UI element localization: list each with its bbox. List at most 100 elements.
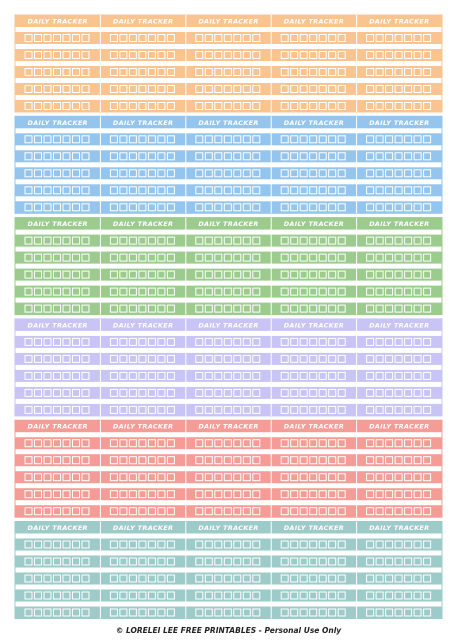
checkbox (385, 337, 394, 346)
checkbox (423, 540, 432, 549)
checkbox (413, 439, 422, 448)
checkbox (375, 608, 384, 617)
checkbox (242, 354, 251, 363)
checkbox (157, 591, 166, 600)
checkbox (394, 270, 403, 279)
checkbox (252, 473, 261, 482)
checkbox (157, 270, 166, 279)
checkbox (43, 152, 52, 161)
checkbox (233, 405, 242, 414)
checkbox (318, 34, 327, 42)
checkbox (214, 236, 223, 245)
checkbox (223, 439, 232, 448)
checkbox (252, 253, 261, 262)
checkbox (53, 169, 61, 178)
checkbox (242, 337, 251, 346)
tracker-header (15, 217, 442, 230)
checkbox (157, 203, 166, 212)
checkbox (337, 203, 346, 212)
checkbox (119, 490, 128, 499)
checkbox (53, 68, 61, 76)
checkbox (128, 152, 137, 161)
checkbox (72, 68, 80, 76)
checkbox (413, 473, 422, 482)
tracker-title: DAILY TRACKER (198, 119, 258, 127)
checkbox (157, 34, 166, 42)
checkbox (72, 490, 80, 499)
checkbox (299, 287, 308, 296)
checkbox (81, 85, 90, 93)
checkbox (375, 85, 384, 93)
checkbox (337, 473, 346, 482)
tracker-title: DAILY TRACKER (198, 321, 258, 329)
checkbox (413, 456, 422, 465)
checkbox (385, 354, 394, 363)
checkbox (290, 236, 299, 245)
checkbox (423, 574, 432, 583)
checkbox (366, 186, 375, 195)
checkbox (81, 253, 90, 262)
checkbox (328, 388, 337, 397)
checkbox (24, 152, 33, 161)
checkbox (337, 608, 346, 617)
checkbox (109, 591, 118, 600)
checkbox (309, 456, 318, 465)
checkbox (119, 186, 128, 195)
checkbox (404, 102, 413, 110)
checkbox (375, 337, 384, 346)
tracker-title: DAILY TRACKER (369, 220, 429, 228)
checkbox (109, 473, 118, 482)
checkbox (375, 135, 384, 144)
checkbox (195, 85, 204, 93)
checkbox (299, 439, 308, 448)
checkbox (328, 236, 337, 245)
checkbox (81, 591, 90, 600)
checkbox (147, 68, 156, 76)
checkbox (53, 388, 61, 397)
checkbox (375, 371, 384, 380)
checkbox (147, 135, 156, 144)
checkbox (81, 203, 90, 212)
checkbox (128, 608, 137, 617)
checkbox (290, 591, 299, 600)
checkbox (318, 85, 327, 93)
checkbox (252, 337, 261, 346)
checkbox (81, 439, 90, 448)
checkbox (328, 203, 337, 212)
checkbox (109, 490, 118, 499)
checkbox (366, 388, 375, 397)
tracker-header (15, 116, 442, 129)
checkbox (299, 304, 308, 313)
tracker-title: DAILY TRACKER (369, 423, 429, 431)
checkbox (119, 304, 128, 313)
checkbox (309, 354, 318, 363)
checkbox (72, 540, 80, 549)
tracker-title: DAILY TRACKER (28, 423, 88, 431)
checkbox (204, 85, 213, 93)
checkbox (119, 51, 128, 59)
checkbox (375, 169, 384, 178)
checkbox (366, 473, 375, 482)
checkbox (157, 371, 166, 380)
checkbox (138, 473, 147, 482)
checkbox (394, 203, 403, 212)
tracker-title: DAILY TRACKER (198, 423, 258, 431)
checkbox (233, 490, 242, 499)
checkbox (375, 152, 384, 161)
checkbox (43, 68, 52, 76)
checkbox (214, 388, 223, 397)
checkbox (204, 152, 213, 161)
checkbox (242, 287, 251, 296)
checkbox (423, 388, 432, 397)
checkbox (318, 287, 327, 296)
checkbox (233, 270, 242, 279)
checkbox (195, 34, 204, 42)
checkbox (290, 253, 299, 262)
checkbox (214, 591, 223, 600)
checkbox (385, 490, 394, 499)
checkbox (53, 490, 61, 499)
checkbox (375, 557, 384, 566)
checkbox (328, 135, 337, 144)
checkbox (109, 304, 118, 313)
checkbox (72, 253, 80, 262)
